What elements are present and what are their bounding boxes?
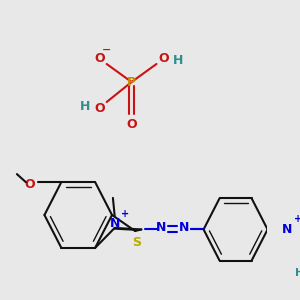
- Text: N: N: [156, 221, 166, 234]
- Text: N: N: [179, 221, 189, 234]
- Text: H: H: [80, 100, 91, 112]
- Text: O: O: [24, 178, 34, 190]
- Text: O: O: [126, 118, 137, 130]
- Text: H: H: [295, 268, 300, 278]
- Text: O: O: [158, 52, 169, 64]
- Text: −: −: [102, 45, 111, 55]
- Text: O: O: [94, 52, 105, 64]
- Text: +: +: [294, 214, 300, 224]
- Text: O: O: [94, 101, 105, 115]
- Text: N: N: [110, 218, 120, 230]
- Text: N: N: [282, 223, 292, 236]
- Text: H: H: [172, 53, 183, 67]
- Text: P: P: [127, 76, 136, 88]
- Text: +: +: [121, 209, 129, 219]
- Text: S: S: [132, 236, 141, 250]
